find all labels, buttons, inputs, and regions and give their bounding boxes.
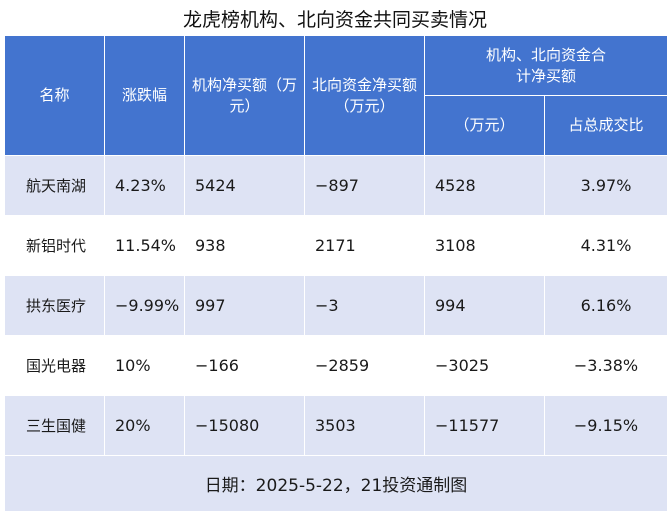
- cell-inst-net: 938: [184, 215, 305, 276]
- table-footer-row: 日期：2025-5-22，21投资通制图: [3, 455, 669, 512]
- cell-change: 4.23%: [104, 155, 185, 216]
- page-title: 龙虎榜机构、北向资金共同买卖情况: [182, 9, 487, 31]
- cell-north-net: −2859: [304, 335, 425, 396]
- cell-name: 三生国健: [4, 395, 105, 456]
- cell-name: 航天南湖: [4, 155, 105, 216]
- cell-name: 拱东医疗: [4, 275, 105, 336]
- cell-inst-net: 997: [184, 275, 305, 336]
- footer-note: 日期：2025-5-22，21投资通制图: [3, 455, 669, 512]
- cell-inst-net: −15080: [184, 395, 305, 456]
- data-table: 名称 涨跌幅 机构净买额（万元） 北向资金净买额（万元） 机构、北向资金合计净买…: [3, 35, 669, 512]
- table-row: 新铝时代 11.54% 938 2171 3108 4.31%: [4, 215, 669, 276]
- cell-name: 国光电器: [4, 335, 105, 396]
- cell-north-net: −3: [304, 275, 425, 336]
- cell-change: 20%: [104, 395, 185, 456]
- cell-combined: 4528: [424, 155, 545, 216]
- table-row: 航天南湖 4.23% 5424 −897 4528 3.97%: [4, 155, 669, 216]
- cell-ratio: 3.97%: [543, 155, 669, 216]
- cell-ratio: 4.31%: [543, 215, 669, 276]
- cell-name: 新铝时代: [4, 215, 105, 276]
- cell-north-net: 3503: [304, 395, 425, 456]
- col-header-combined-ratio: 占总成交比: [543, 95, 669, 156]
- cell-inst-net: 5424: [184, 155, 305, 216]
- cell-inst-net: −166: [184, 335, 305, 396]
- col-header-north-net: 北向资金净买额（万元）: [304, 35, 425, 156]
- cell-combined: 3108: [424, 215, 545, 276]
- cell-change: −9.99%: [104, 275, 185, 336]
- cell-change: 10%: [104, 335, 185, 396]
- table-row: 拱东医疗 −9.99% 997 −3 994 6.16%: [4, 275, 669, 336]
- table-row: 三生国健 20% −15080 3503 −11577 −9.15%: [4, 395, 669, 456]
- table-row: 国光电器 10% −166 −2859 −3025 −3.38%: [4, 335, 669, 396]
- cell-ratio: 6.16%: [543, 275, 669, 336]
- cell-ratio: −9.15%: [543, 395, 669, 456]
- cell-combined: −11577: [424, 395, 545, 456]
- cell-combined: −3025: [424, 335, 545, 396]
- col-header-change: 涨跌幅: [104, 35, 185, 156]
- col-header-name: 名称: [4, 35, 105, 156]
- cell-north-net: −897: [304, 155, 425, 216]
- col-header-inst-net: 机构净买额（万元）: [184, 35, 305, 156]
- col-header-combined-amount: （万元）: [424, 95, 545, 156]
- cell-north-net: 2171: [304, 215, 425, 276]
- cell-combined: 994: [424, 275, 545, 336]
- col-header-combined-group: 机构、北向资金合计净买额: [423, 35, 669, 96]
- cell-ratio: −3.38%: [543, 335, 669, 396]
- cell-change: 11.54%: [104, 215, 185, 276]
